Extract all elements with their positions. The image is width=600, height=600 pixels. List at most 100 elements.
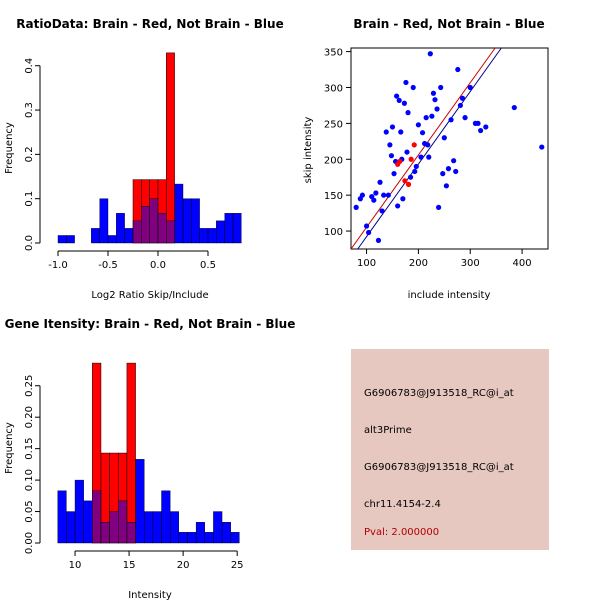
not-brain-point [383,129,389,135]
not-brain-bar [196,522,205,543]
not-brain-point [353,204,359,210]
y-tick-label: 0.1 [24,191,35,207]
not-brain-point [429,113,435,119]
not-brain-point [401,100,407,106]
x-tick-label: 100 [357,258,376,269]
not-brain-bar [230,532,240,543]
bar-outline [116,213,125,244]
x-tick-label: 20 [177,560,190,571]
ratio-histogram-title: RatioData: Brain - Red, Not Brain - Blue [16,17,283,31]
bar-outline [169,511,180,544]
brain-point [408,156,414,162]
x-tick-label: 0.5 [200,260,216,271]
y-tick-label: 0.2 [24,146,35,162]
not-brain-point [457,102,463,109]
not-brain-point [404,149,410,155]
bar-outline [118,500,128,544]
x-tick-label: 200 [409,258,428,269]
y-tick-label: 100 [324,227,343,238]
overlap-bar [158,213,167,243]
not-brain-bar [224,213,233,243]
y-tick-label: 300 [324,83,343,94]
x-tick-label: 0.0 [150,260,166,271]
y-tick-label: 0.05 [24,500,35,522]
not-brain-point [379,208,385,214]
not-brain-point [381,192,387,198]
not-brain-point [375,237,382,243]
intensity-histogram-title: Gene Itensity: Brain - Red, Not Brain - … [5,317,296,331]
not-brain-point [366,229,372,236]
y-tick-label: 0.20 [24,406,35,428]
y-tick-label: 200 [324,155,343,166]
not-brain-point [436,204,442,210]
bar-outline [92,490,102,544]
not-brain-point [385,192,391,198]
scatter-axes: 100 200 300 400 100 150 200 250 300 350 [324,48,532,269]
intensity-histogram-panel: Gene Itensity: Brain - Red, Not Brain - … [4,317,295,600]
not-brain-point [475,120,481,126]
ratio-histogram-bars [57,52,242,244]
not-brain-bar [152,511,162,543]
scatter-panel: Brain - Red, Not Brain - Blue include in… [303,17,549,301]
pval-text: Pval: 2.000000 [364,527,440,538]
brain-bar [166,52,175,244]
x-tick-label: -0.5 [98,260,118,271]
not-brain-point [462,115,468,121]
not-brain-point [400,196,406,202]
blue-fit-line [357,47,502,250]
not-brain-point [398,129,404,135]
overlap-bar [126,522,136,543]
overlap-bar [133,220,142,243]
brain-bar [126,362,136,544]
not-brain-point [373,190,379,196]
not-brain-bar [66,511,76,543]
intensity-histogram-ylabel: Frequency [4,422,15,474]
not-brain-bar [233,213,242,243]
brain-point [411,142,417,148]
ratio-histogram-xlabel: Log2 Ratio Skip/Include [91,290,208,301]
x-tick-label: 300 [461,258,480,269]
not-brain-bar [57,490,67,543]
x-tick-label: 400 [513,258,532,269]
not-brain-point [388,153,395,159]
not-brain-point [377,179,383,185]
y-tick-label: 0.0 [24,235,35,251]
overlap-bar [100,522,110,543]
not-brain-bar [108,235,117,243]
not-brain-point [453,168,459,175]
ratio-histogram-axes: -1.0 -0.5 0.0 0.5 0.0 0.1 0.2 0.3 0.4 [24,58,216,271]
not-brain-point [423,115,429,121]
brain-point [397,158,403,165]
not-brain-bar [183,198,192,243]
gene-info-panel: G6906783@J913518_RC@i_at alt3Prime G6906… [351,349,549,550]
y-tick-label: 350 [324,48,343,59]
not-brain-point [448,117,454,123]
bar-outline [191,198,200,244]
not-brain-point [394,93,400,99]
not-brain-point [426,154,432,160]
not-brain-bar [187,532,197,543]
y-tick-label: 0.4 [24,58,35,74]
scatter-points [353,51,545,243]
not-brain-bar [222,522,231,543]
scatter-title: Brain - Red, Not Brain - Blue [353,17,544,31]
ratio-histogram-panel: RatioData: Brain - Red, Not Brain - Blue… [4,17,284,301]
bar-outline [230,532,240,544]
not-brain-point [391,171,397,177]
not-brain-bar [170,511,179,543]
not-brain-point [403,79,409,86]
not-brain-point [359,192,366,198]
overlap-bar [166,220,175,243]
not-brain-bar [91,228,100,243]
not-brain-point [438,84,444,91]
not-brain-bar [216,220,225,243]
red-fit-line [350,47,496,250]
intensity-histogram-bars [57,362,240,544]
chromosome-location-text: chr11.4154-2.4 [364,499,441,510]
not-brain-bar [99,198,108,243]
not-brain-point [483,124,489,130]
scatter-ylabel: skip intensity [303,117,314,184]
not-brain-bar [208,228,217,243]
not-brain-bar [213,511,223,543]
